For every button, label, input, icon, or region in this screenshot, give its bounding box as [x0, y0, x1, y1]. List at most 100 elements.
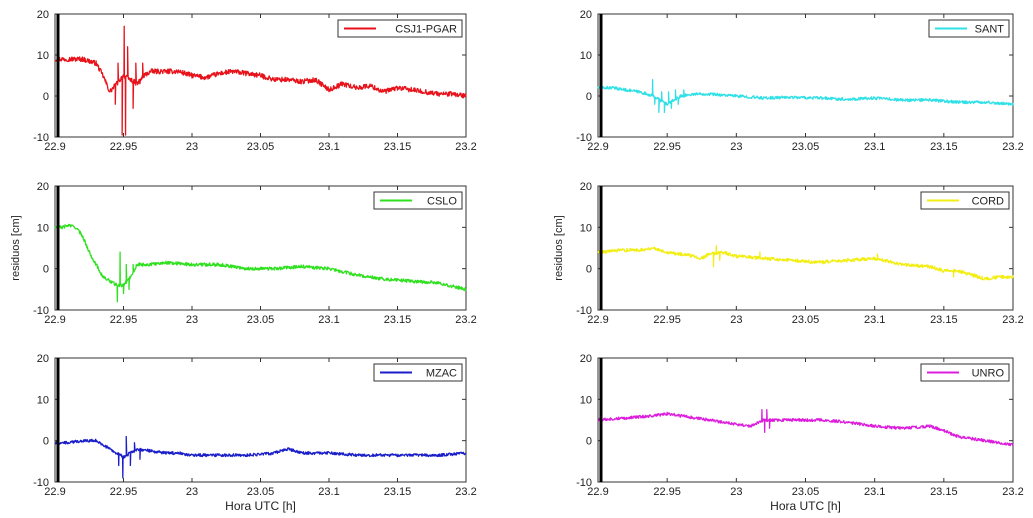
x-tick-label: 23.1	[318, 314, 339, 326]
series-line-sant	[597, 78, 1014, 114]
y-tick-label: -10	[576, 477, 592, 489]
x-tick-label: 23.05	[247, 486, 275, 498]
x-tick-label: 23.15	[384, 141, 412, 153]
x-tick-label: 23	[186, 486, 198, 498]
x-tick-label: 23	[730, 141, 742, 153]
legend-label: CSLO	[427, 196, 457, 208]
x-tick-label: 22.9	[587, 314, 608, 326]
y-axis-label: residuos [cm]	[553, 215, 565, 280]
legend-box	[928, 19, 1010, 38]
y-tick-label: 0	[586, 91, 592, 103]
x-tick-label: 23.05	[247, 141, 275, 153]
x-tick-label: 23	[730, 486, 742, 498]
y-tick-label: 20	[580, 181, 592, 193]
legend-label: CSJ1-PGAR	[395, 24, 457, 36]
legend-box	[920, 363, 1010, 382]
chart-panel-6: -10 0 10 20 22.9 22.95 23 23.05 23.1 23.15 23.2 UNR…	[576, 353, 1024, 513]
x-tick-label: 23.15	[930, 314, 958, 326]
x-tick-label: 23.1	[318, 486, 339, 498]
x-tick-label: 22.95	[110, 486, 138, 498]
legend-box	[373, 191, 463, 210]
y-tick-label: 0	[43, 264, 49, 276]
y-tick-label: -10	[33, 132, 49, 144]
legend: SANT	[928, 19, 1010, 38]
y-tick-label: -10	[576, 132, 592, 144]
x-tick-label: 23	[730, 314, 742, 326]
x-tick-label: 23.15	[384, 486, 412, 498]
x-tick-label: 23.05	[792, 314, 820, 326]
y-tick-label: -10	[33, 477, 49, 489]
y-tick-label: 0	[43, 91, 49, 103]
y-tick-label: 20	[37, 353, 49, 365]
x-tick-label: 23	[186, 314, 198, 326]
y-tick-label: 20	[580, 353, 592, 365]
y-tick-label: 0	[586, 264, 592, 276]
x-tick-label: 22.95	[110, 141, 138, 153]
y-tick-label: 10	[37, 394, 49, 406]
series-line-cord	[597, 245, 1014, 281]
legend: MZAC	[373, 363, 463, 382]
y-tick-label: 10	[580, 222, 592, 234]
y-tick-label: 10	[37, 50, 49, 62]
x-tick-label: 22.9	[587, 141, 608, 153]
x-tick-label: 23.1	[864, 486, 885, 498]
x-tick-label: 23.2	[1002, 141, 1023, 153]
legend-label: UNRO	[972, 368, 1005, 380]
x-tick-label: 23.05	[247, 314, 275, 326]
legend-box	[920, 191, 1010, 210]
y-tick-label: 20	[37, 181, 49, 193]
legend: CSJ1-PGAR	[337, 19, 463, 38]
legend-box	[337, 19, 463, 38]
legend-label: MZAC	[426, 368, 457, 380]
x-tick-label: 22.9	[44, 486, 65, 498]
x-tick-label: 23.1	[318, 141, 339, 153]
y-tick-label: -10	[33, 305, 49, 317]
y-tick-label: 0	[43, 436, 49, 448]
chart-panel-1: -10 0 10 20 22.9 22.95 23 23.05 23.1 23.15 23.2 CSJ…	[33, 9, 477, 153]
x-tick-label: 23.1	[864, 141, 885, 153]
x-tick-label: 22.9	[44, 314, 65, 326]
y-tick-label: 20	[37, 9, 49, 21]
x-tick-label: 23.2	[1002, 486, 1023, 498]
x-tick-label: 23	[186, 141, 198, 153]
x-tick-label: 22.9	[587, 486, 608, 498]
x-tick-label: 23.05	[792, 486, 820, 498]
x-tick-label: 23.2	[455, 486, 476, 498]
x-tick-label: 22.9	[44, 141, 65, 153]
x-tick-label: 23.2	[455, 314, 476, 326]
chart-panel-4: -10 0 10 20 22.9 22.95 23 23.05 23.1 23.15 23.2 COR…	[553, 181, 1024, 326]
y-tick-label: 10	[580, 394, 592, 406]
series-line-unro	[597, 409, 1014, 447]
x-tick-label: 22.95	[110, 314, 138, 326]
y-tick-label: -10	[576, 305, 592, 317]
x-axis-label: Hora UTC [h]	[770, 499, 841, 513]
y-tick-label: 10	[580, 50, 592, 62]
series-line-mzac	[54, 435, 467, 479]
series-line-cslo	[54, 223, 467, 303]
x-tick-label: 23.15	[930, 141, 958, 153]
x-tick-label: 22.95	[653, 141, 681, 153]
x-tick-label: 23.15	[384, 314, 412, 326]
y-axis-label: residuos [cm]	[10, 215, 22, 280]
chart-panel-2: -10 0 10 20 22.9 22.95 23 23.05 23.1 23.15 23.2 SAN…	[576, 9, 1024, 153]
legend: CORD	[920, 191, 1010, 210]
legend: UNRO	[920, 363, 1010, 382]
x-tick-label: 23.05	[792, 141, 820, 153]
chart-panel-3: -10 0 10 20 22.9 22.95 23 23.05 23.1 23.15 23.2 CSL…	[10, 181, 477, 326]
legend-label: CORD	[972, 196, 1004, 208]
series-line-csj1-pgar	[54, 25, 467, 136]
x-tick-label: 23.1	[864, 314, 885, 326]
x-tick-label: 22.95	[653, 314, 681, 326]
legend-label: SANT	[975, 24, 1005, 36]
x-tick-label: 23.15	[930, 486, 958, 498]
chart-panel-5: -10 0 10 20 22.9 22.95 23 23.05 23.1 23.15 23.2 MZA…	[33, 353, 477, 513]
y-tick-label: 20	[580, 9, 592, 21]
x-tick-label: 23.2	[455, 141, 476, 153]
x-tick-label: 23.2	[1002, 314, 1023, 326]
y-tick-label: 10	[37, 222, 49, 234]
x-tick-label: 22.95	[653, 486, 681, 498]
legend-box	[373, 363, 463, 382]
x-axis-label: Hora UTC [h]	[225, 499, 296, 513]
y-tick-label: 0	[586, 436, 592, 448]
